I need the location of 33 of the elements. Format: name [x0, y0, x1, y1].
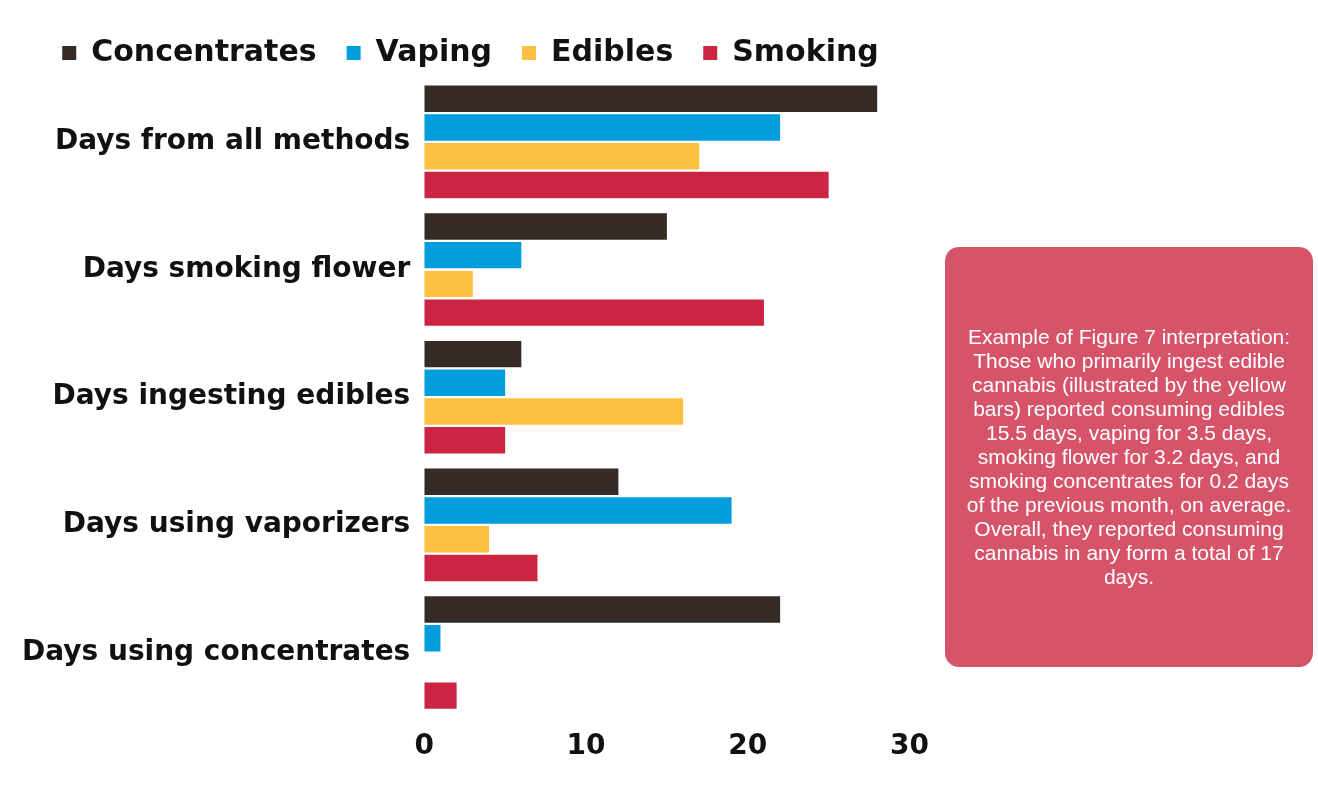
legend-label: Concentrates	[91, 32, 317, 68]
bar	[424, 497, 732, 524]
bar	[424, 142, 700, 170]
bar	[424, 682, 457, 709]
bar	[424, 171, 829, 199]
bar	[424, 270, 473, 298]
y-tick-label: Days smoking flower	[82, 250, 411, 284]
bar	[424, 526, 489, 553]
y-tick-label: Days using concentrates	[22, 633, 411, 667]
legend-label: Vaping	[375, 32, 493, 68]
bar	[424, 213, 667, 240]
bar	[424, 554, 538, 582]
y-tick-label: Days using vaporizers	[62, 506, 411, 540]
y-tick-label: Days from all methods	[54, 123, 411, 157]
bar	[424, 369, 506, 397]
x-tick-label: 10	[566, 728, 606, 762]
bar	[424, 114, 781, 141]
x-tick-label: 30	[890, 728, 929, 762]
legend-label: Smoking	[732, 32, 879, 68]
bar	[424, 427, 506, 454]
bar	[424, 624, 441, 652]
text: Example of Figure 7 interpretation: Those who primarily ingest edible cannabis (illustrated by the yellow bars) reported consuming edibles 15.5 days, vaping for 3.5 days, smoking flower for 3.2 days, and smoking concentrates for 0.2 days of the previous month, on average. Overall, they reported consuming cannabis in any form a total of 17 days.	[966, 325, 1292, 588]
x-tick-label: 0	[414, 728, 435, 762]
bar	[424, 340, 522, 368]
bar	[424, 241, 522, 269]
bar	[424, 299, 764, 326]
y-tick-label: Days ingesting edibles	[52, 378, 411, 412]
bar	[424, 468, 619, 495]
legend-label: Edibles	[551, 32, 674, 68]
bar	[424, 596, 781, 623]
bar	[424, 398, 684, 425]
bar	[424, 85, 878, 112]
x-tick-label: 20	[728, 728, 768, 762]
